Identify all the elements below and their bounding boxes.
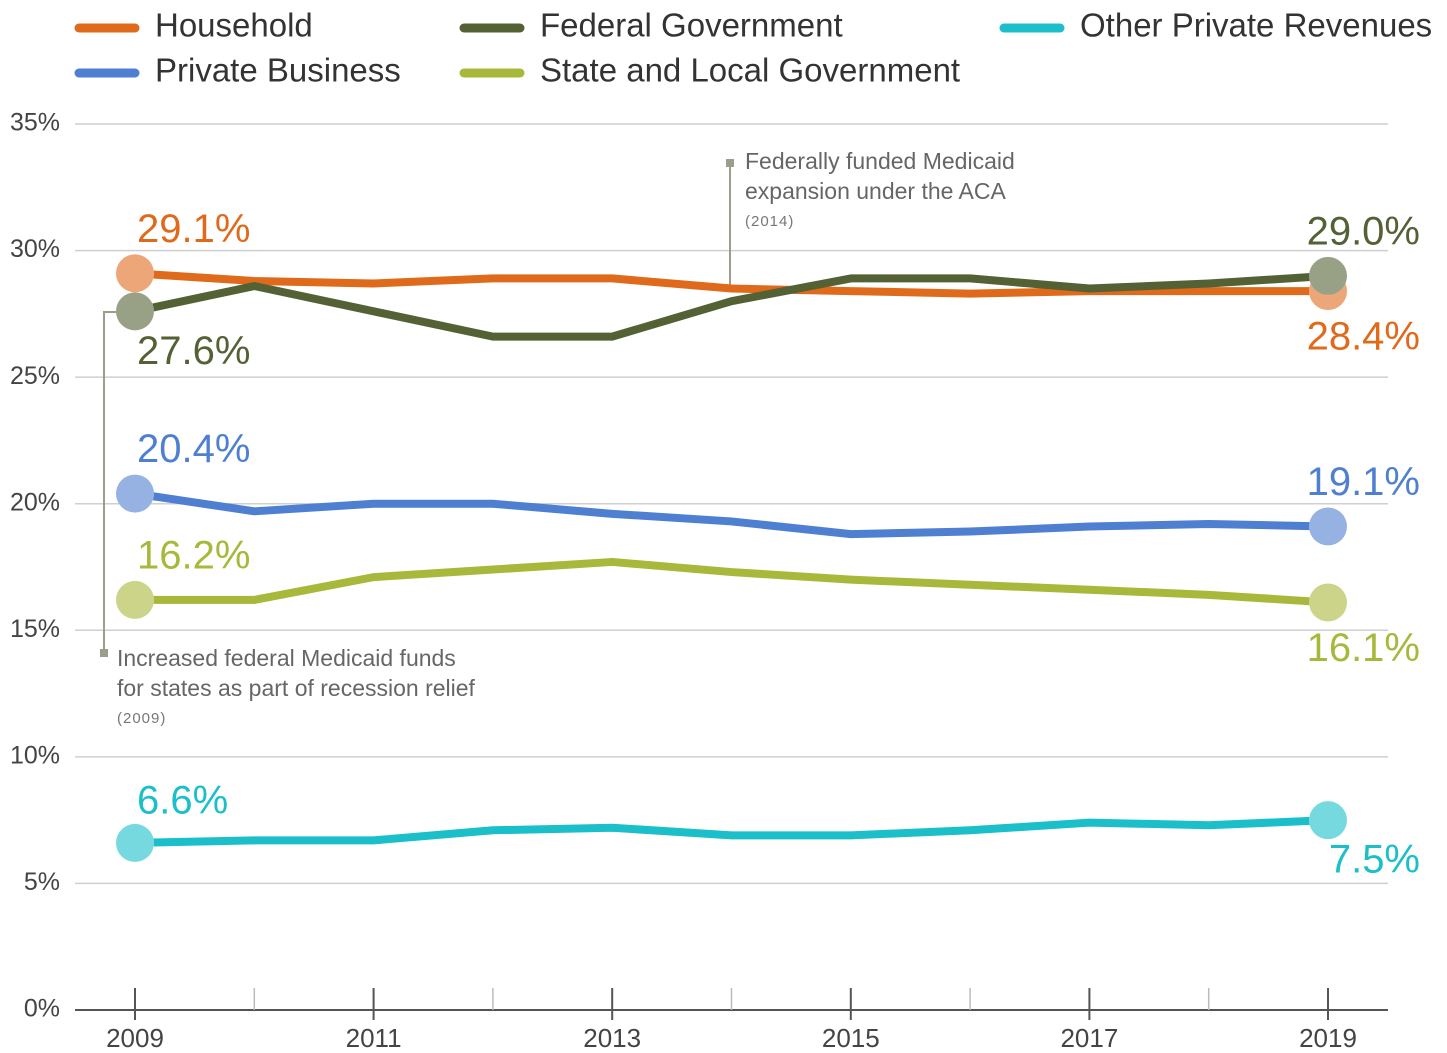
- y-tick-label: 25%: [10, 362, 60, 390]
- data-label: 29.0%: [1307, 209, 1420, 253]
- annotation-note: (2009): [117, 710, 166, 727]
- endpoint-marker: [1309, 256, 1347, 295]
- annotation-text: expansion under the ACA: [745, 178, 1007, 204]
- series-line: [134, 269, 1328, 298]
- x-tick-label: 2019: [1299, 1023, 1357, 1053]
- endpoint-marker: [116, 580, 154, 619]
- x-tick-label: 2015: [822, 1023, 880, 1053]
- legend-label: State and Local Government: [540, 52, 960, 89]
- series-line: [134, 816, 1329, 847]
- y-tick-label: 20%: [10, 488, 60, 516]
- annotation-marker: [100, 649, 108, 657]
- x-tick-label: 2017: [1060, 1023, 1118, 1053]
- legend-label: Other Private Revenues: [1080, 7, 1432, 44]
- data-label: 16.2%: [137, 533, 250, 577]
- y-tick-label: 10%: [10, 741, 60, 769]
- y-tick-label: 30%: [10, 235, 60, 263]
- y-tick-label: 15%: [10, 615, 60, 643]
- endpoint-marker: [1309, 583, 1347, 622]
- x-tick-label: 2009: [106, 1023, 164, 1053]
- x-tick-label: 2013: [583, 1023, 641, 1053]
- annotation-text: for states as part of recession relief: [117, 675, 476, 701]
- annotation-marker: [726, 159, 734, 167]
- data-label: 6.6%: [137, 778, 228, 822]
- legend-label: Household: [155, 7, 313, 44]
- annotation-text: Increased federal Medicaid funds: [117, 645, 456, 671]
- data-label: 16.1%: [1307, 626, 1420, 670]
- y-tick-label: 0%: [24, 995, 60, 1023]
- annotation-text: Federally funded Medicaid: [745, 148, 1015, 174]
- endpoint-marker: [116, 474, 154, 513]
- data-label: 19.1%: [1307, 460, 1420, 504]
- y-tick-label: 5%: [24, 868, 60, 896]
- data-label: 20.4%: [137, 427, 250, 471]
- series-line: [134, 489, 1329, 539]
- endpoint-marker: [116, 823, 154, 862]
- series-line: [134, 271, 1329, 341]
- endpoint-marker: [1309, 507, 1347, 546]
- x-tick-label: 2011: [346, 1023, 402, 1053]
- legend-label: Federal Government: [540, 7, 843, 44]
- legend-label: Private Business: [155, 52, 401, 89]
- endpoint-marker: [1309, 801, 1347, 840]
- data-label: 27.6%: [137, 329, 250, 373]
- endpoint-marker: [116, 292, 154, 331]
- data-label: 28.4%: [1307, 315, 1420, 359]
- data-label: 29.1%: [137, 207, 250, 251]
- annotation-note: (2014): [745, 213, 794, 230]
- y-tick-label: 35%: [10, 109, 60, 137]
- data-label: 7.5%: [1329, 838, 1420, 882]
- endpoint-marker: [116, 254, 154, 293]
- series-line: [135, 557, 1329, 607]
